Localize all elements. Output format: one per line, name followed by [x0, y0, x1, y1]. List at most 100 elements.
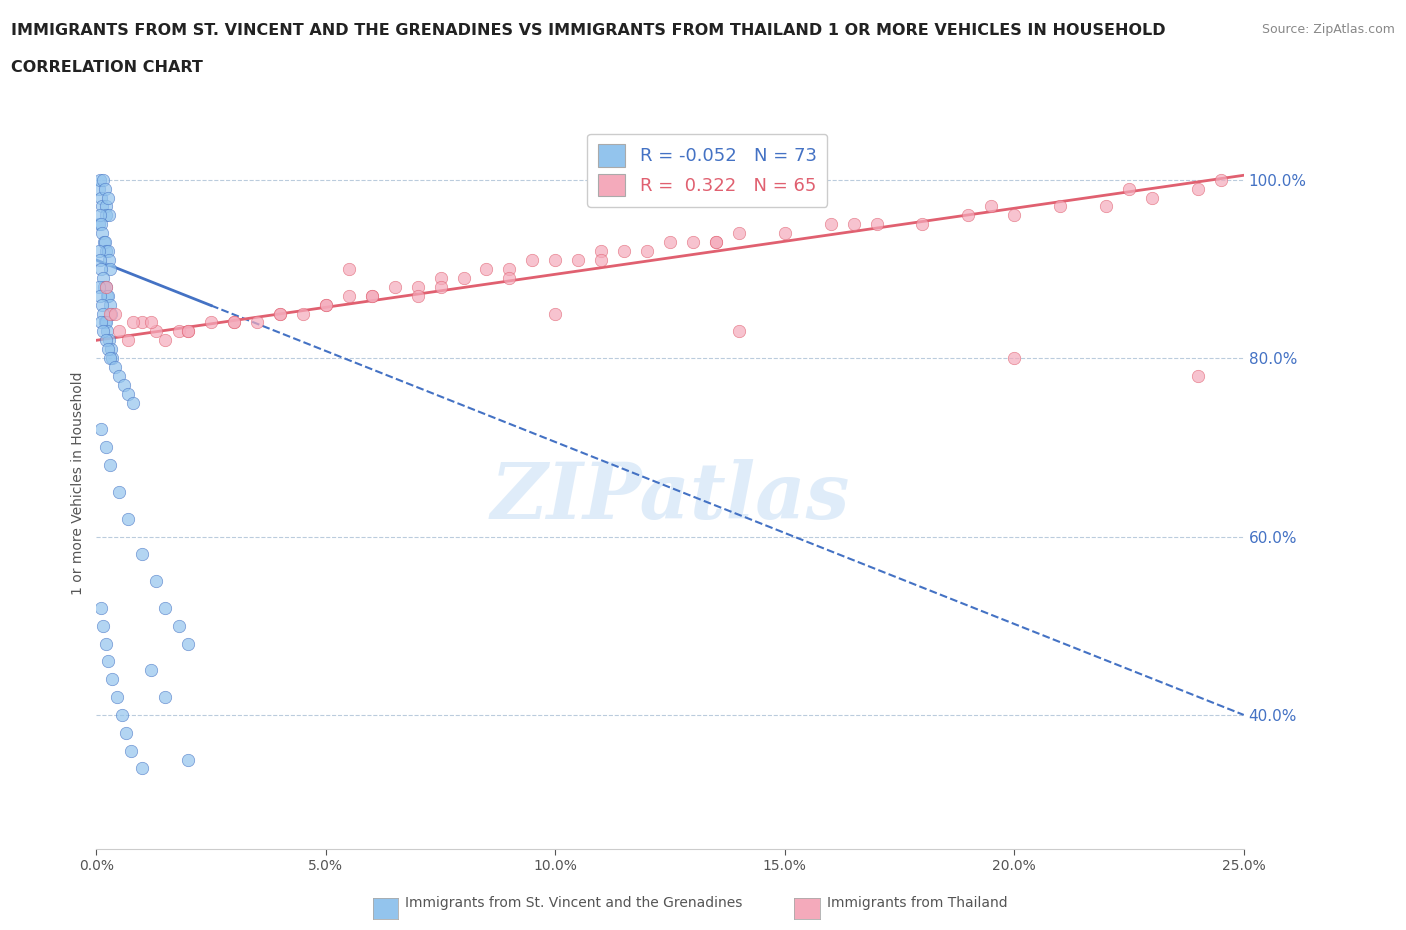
Point — [89, 172, 111, 187]
Text: CORRELATION CHART: CORRELATION CHART — [11, 60, 202, 75]
Point — [94, 279, 117, 294]
Point — [153, 690, 176, 705]
Point — [613, 244, 636, 259]
Point — [108, 324, 131, 339]
Point — [93, 279, 115, 294]
Point — [94, 636, 117, 651]
Text: ZIPatlas: ZIPatlas — [491, 459, 849, 536]
Point — [704, 234, 727, 249]
Point — [98, 458, 121, 472]
Point — [117, 512, 139, 526]
Point — [94, 199, 117, 214]
Point — [96, 244, 118, 259]
Point — [104, 360, 127, 375]
Point — [177, 752, 200, 767]
Point — [87, 217, 110, 232]
Point — [108, 485, 131, 499]
Point — [100, 342, 122, 357]
Point — [544, 306, 567, 321]
Point — [104, 306, 127, 321]
Point — [90, 199, 112, 214]
Point — [291, 306, 314, 321]
Text: Source: ZipAtlas.com: Source: ZipAtlas.com — [1261, 23, 1395, 36]
Point — [429, 279, 451, 294]
Point — [453, 271, 475, 286]
Point — [167, 618, 190, 633]
Point — [96, 208, 118, 223]
Point — [145, 324, 167, 339]
Point — [97, 654, 120, 669]
Point — [98, 298, 121, 312]
Point — [97, 288, 120, 303]
Point — [1002, 208, 1025, 223]
Point — [1187, 181, 1209, 196]
Point — [117, 333, 139, 348]
Point — [145, 574, 167, 589]
Point — [269, 306, 291, 321]
Point — [704, 234, 727, 249]
Point — [105, 690, 128, 705]
Point — [100, 306, 122, 321]
Point — [90, 217, 112, 232]
Point — [360, 288, 382, 303]
Point — [842, 217, 865, 232]
Point — [90, 190, 112, 205]
Point — [222, 315, 245, 330]
Point — [122, 395, 145, 410]
Point — [108, 368, 131, 383]
Point — [94, 333, 117, 348]
Point — [91, 172, 114, 187]
Point — [94, 315, 117, 330]
Point — [97, 342, 120, 357]
Point — [98, 253, 121, 268]
Point — [406, 279, 429, 294]
Point — [90, 298, 112, 312]
Point — [90, 261, 112, 276]
Legend: R = -0.052   N = 73, R =  0.322   N = 65: R = -0.052 N = 73, R = 0.322 N = 65 — [588, 134, 828, 206]
Point — [101, 351, 124, 365]
Point — [980, 199, 1002, 214]
Point — [131, 547, 153, 562]
Point — [429, 271, 451, 286]
Point — [98, 208, 121, 223]
Text: Immigrants from Thailand: Immigrants from Thailand — [827, 896, 1007, 910]
Point — [89, 288, 111, 303]
Point — [315, 298, 337, 312]
Point — [591, 253, 613, 268]
Point — [98, 306, 121, 321]
Point — [337, 288, 360, 303]
Point — [1118, 181, 1140, 196]
Point — [97, 190, 120, 205]
Point — [94, 279, 117, 294]
Point — [97, 244, 120, 259]
Point — [911, 217, 934, 232]
Point — [112, 378, 135, 392]
Point — [1002, 351, 1025, 365]
Point — [200, 315, 222, 330]
Point — [1095, 199, 1118, 214]
Point — [90, 422, 112, 437]
Text: Immigrants from St. Vincent and the Grenadines: Immigrants from St. Vincent and the Gren… — [405, 896, 742, 910]
Point — [337, 261, 360, 276]
Point — [122, 315, 145, 330]
Point — [153, 601, 176, 616]
Point — [177, 324, 200, 339]
Point — [865, 217, 887, 232]
Point — [115, 725, 138, 740]
Point — [544, 253, 567, 268]
Point — [91, 271, 114, 286]
Point — [269, 306, 291, 321]
Point — [222, 315, 245, 330]
Point — [177, 324, 200, 339]
Point — [682, 234, 704, 249]
Point — [498, 261, 520, 276]
Point — [91, 618, 114, 633]
Point — [91, 306, 114, 321]
Point — [820, 217, 842, 232]
Point — [91, 324, 114, 339]
Point — [93, 181, 115, 196]
Text: IMMIGRANTS FROM ST. VINCENT AND THE GRENADINES VS IMMIGRANTS FROM THAILAND 1 OR : IMMIGRANTS FROM ST. VINCENT AND THE GREN… — [11, 23, 1166, 38]
Point — [475, 261, 498, 276]
Point — [89, 253, 111, 268]
Point — [131, 761, 153, 776]
